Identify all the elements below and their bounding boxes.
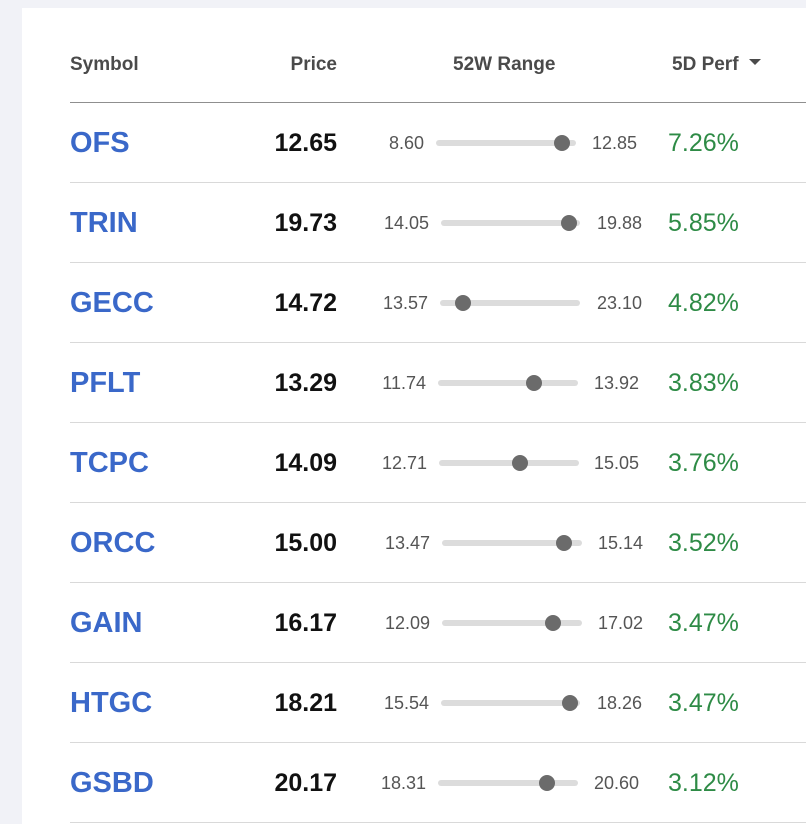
range-position-marker (512, 455, 529, 471)
range-track (442, 535, 582, 551)
range-position-marker (561, 695, 578, 711)
range-high-value: 18.26 (597, 693, 643, 713)
range-low-value: 18.31 (380, 773, 426, 793)
range-high-value: 20.60 (594, 773, 640, 793)
range-high-value: 15.14 (598, 533, 644, 553)
table-row[interactable]: GAIN 16.17 12.09 17.02 3.47% (70, 583, 806, 663)
range-track (438, 775, 578, 791)
range-low-value: 11.74 (382, 373, 426, 393)
range-track (441, 695, 580, 711)
table-row[interactable]: GECC 14.72 13.57 23.10 4.82% (70, 263, 806, 343)
price-value: 16.17 (274, 609, 337, 637)
range-position-marker (560, 215, 577, 231)
range-position-marker (544, 615, 561, 631)
symbol-link[interactable]: HTGC (70, 687, 153, 719)
range-track (440, 295, 580, 311)
symbol-link[interactable]: GAIN (70, 607, 143, 639)
perf-value: 7.26% (668, 129, 739, 157)
perf-value: 3.76% (668, 449, 739, 477)
price-value: 20.17 (274, 769, 337, 797)
perf-value: 5.85% (668, 209, 739, 237)
range-track (438, 375, 578, 391)
range-track (439, 455, 579, 471)
stock-table-card: Symbol Price 52W Range 5D Perf OFS 12.65 8… (22, 8, 806, 824)
range-low-value: 12.09 (384, 613, 430, 633)
perf-value: 4.82% (668, 289, 739, 317)
symbol-link[interactable]: OFS (70, 127, 130, 159)
perf-value: 3.47% (668, 689, 739, 717)
range-position-marker (554, 135, 571, 151)
range-position-marker (555, 535, 572, 551)
range-low-value: 15.54 (383, 693, 429, 713)
range-low-value: 14.05 (383, 213, 429, 233)
perf-value: 3.83% (668, 369, 739, 397)
header-price[interactable]: Price (290, 54, 337, 75)
range-position-marker (526, 375, 543, 391)
table-row[interactable]: HTGC 18.21 15.54 18.26 3.47% (70, 663, 806, 743)
table-body: OFS 12.65 8.60 12.85 7.26% TRIN 19.73 14.05 19.8… (70, 103, 806, 823)
table-row[interactable]: TRIN 19.73 14.05 19.88 5.85% (70, 183, 806, 263)
table-row[interactable]: GSBD 20.17 18.31 20.60 3.12% (70, 743, 806, 823)
range-track (436, 135, 576, 151)
price-value: 19.73 (274, 209, 337, 237)
range-high-value: 15.05 (594, 453, 640, 473)
price-value: 15.00 (274, 529, 337, 557)
table-row[interactable]: ORCC 15.00 13.47 15.14 3.52% (70, 503, 806, 583)
range-track (441, 215, 580, 231)
price-value: 12.65 (274, 129, 337, 157)
price-value: 14.09 (274, 449, 337, 477)
range-high-value: 19.88 (597, 213, 643, 233)
sort-descending-icon[interactable] (748, 58, 761, 65)
symbol-link[interactable]: TRIN (70, 207, 138, 239)
symbol-link[interactable]: GSBD (70, 767, 154, 799)
perf-value: 3.12% (668, 769, 739, 797)
symbol-link[interactable]: TCPC (70, 447, 149, 479)
price-value: 14.72 (274, 289, 337, 317)
perf-value: 3.52% (668, 529, 739, 557)
stock-table: Symbol Price 52W Range 5D Perf OFS 12.65 8… (70, 8, 806, 823)
range-position-marker (538, 775, 555, 791)
perf-value: 3.47% (668, 609, 739, 637)
table-header: Symbol Price 52W Range 5D Perf (70, 8, 806, 103)
symbol-link[interactable]: GECC (70, 287, 154, 319)
range-low-value: 13.57 (382, 293, 428, 313)
range-high-value: 13.92 (594, 373, 640, 393)
header-symbol[interactable]: Symbol (70, 54, 139, 75)
range-high-value: 23.10 (597, 293, 643, 313)
table-row[interactable]: PFLT 13.29 11.74 13.92 3.83% (70, 343, 806, 423)
range-low-value: 12.71 (381, 453, 427, 473)
range-position-marker (454, 295, 471, 311)
header-52w-range[interactable]: 52W Range (453, 54, 556, 75)
range-low-value: 13.47 (384, 533, 430, 553)
symbol-link[interactable]: ORCC (70, 527, 156, 559)
header-5d-perf[interactable]: 5D Perf (672, 54, 761, 76)
range-high-value: 12.85 (592, 133, 638, 153)
symbol-link[interactable]: PFLT (70, 367, 141, 399)
range-high-value: 17.02 (598, 613, 644, 633)
price-value: 18.21 (274, 689, 337, 717)
range-track (442, 615, 582, 631)
header-5d-perf-label: 5D Perf (672, 54, 739, 75)
table-row[interactable]: OFS 12.65 8.60 12.85 7.26% (70, 103, 806, 183)
range-low-value: 8.60 (388, 133, 424, 153)
table-row[interactable]: TCPC 14.09 12.71 15.05 3.76% (70, 423, 806, 503)
price-value: 13.29 (274, 369, 337, 397)
